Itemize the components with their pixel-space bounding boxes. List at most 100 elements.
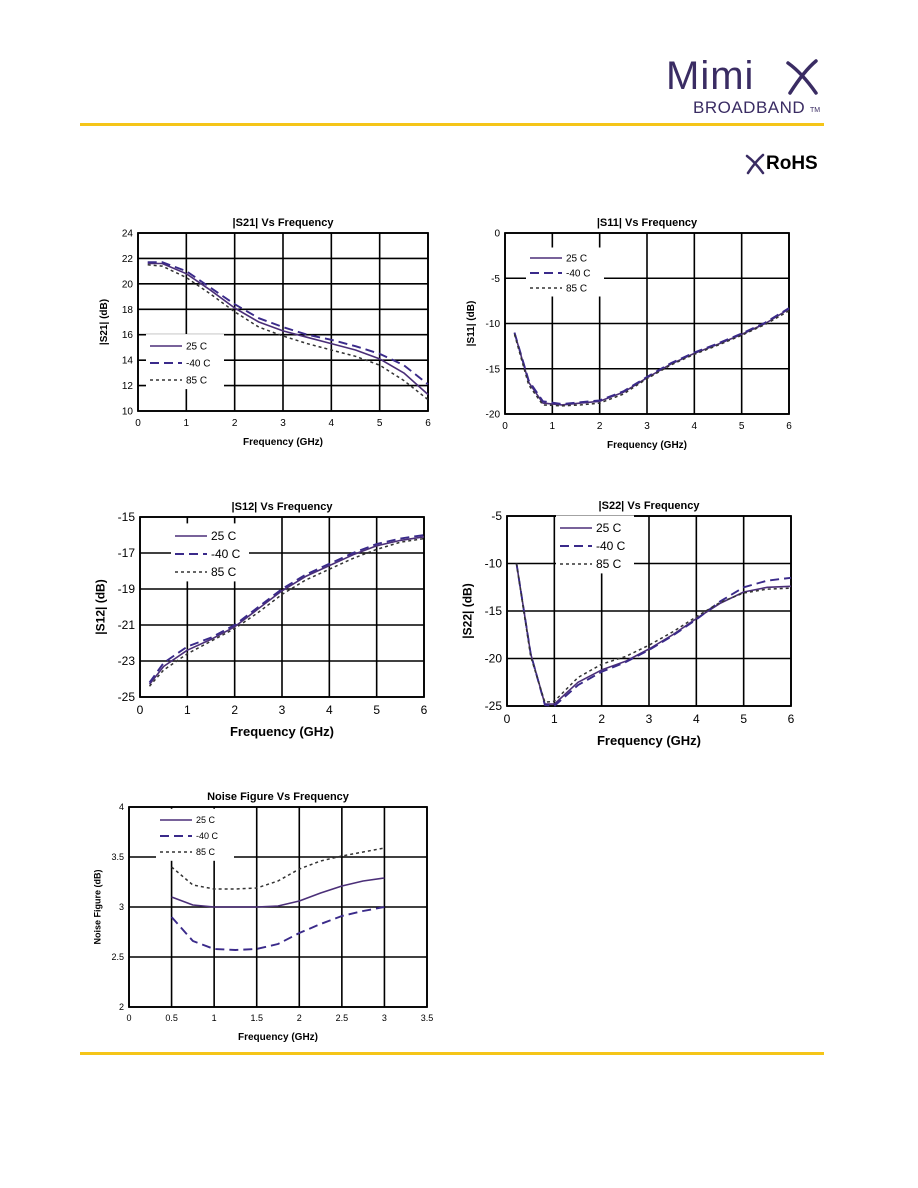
x-tick-label: 5 xyxy=(739,421,745,432)
x-tick-label: 1.5 xyxy=(250,1013,263,1023)
legend-label: -40 C xyxy=(186,359,210,370)
legend-label: 25 C xyxy=(211,529,237,543)
y-tick-label: 18 xyxy=(122,305,134,316)
x-tick-label: 0 xyxy=(502,421,508,432)
header-rule xyxy=(80,123,824,126)
series-line xyxy=(147,261,429,386)
x-tick-label: 2 xyxy=(297,1013,302,1023)
y-tick-label: 3.5 xyxy=(111,852,124,862)
x-tick-label: 1 xyxy=(550,421,556,432)
series-line xyxy=(513,307,790,405)
legend-label: 85 C xyxy=(596,557,622,571)
y-axis-label: |S22| (dB) xyxy=(460,583,474,638)
x-tick-label: 2.5 xyxy=(336,1013,349,1023)
series-line xyxy=(515,563,792,703)
y-tick-label: 3 xyxy=(119,902,124,912)
nf-chart: 0 0.5 1 1.5 2 2.5 3 3.5 2 2.5 3 3.5 4 Noise Figure Vs… xyxy=(92,791,433,1043)
x-tick-label: 1 xyxy=(184,703,191,717)
x-tick-label: 1 xyxy=(212,1013,217,1023)
chart-title: |S22| Vs Frequency xyxy=(599,500,701,512)
series-line xyxy=(515,563,792,707)
rohs-x-icon xyxy=(745,153,765,175)
y-tick-label: 0 xyxy=(494,229,500,240)
y-tick-label: -10 xyxy=(485,557,503,571)
x-tick-label: 0.5 xyxy=(165,1013,178,1023)
series-line xyxy=(147,262,429,396)
x-tick-label: 1 xyxy=(551,712,558,726)
logo-x-icon xyxy=(786,59,818,95)
legend-box xyxy=(526,247,604,297)
x-tick-label: 2 xyxy=(598,712,605,726)
legend-label: 25 C xyxy=(196,815,216,825)
x-tick-label: 3 xyxy=(382,1013,387,1023)
x-tick-label: 0 xyxy=(135,418,141,429)
logo-wordmark: Mimi xyxy=(666,54,755,98)
rohs-mark: RoHS xyxy=(744,152,828,178)
y-tick-label: -10 xyxy=(486,319,501,330)
y-tick-label: 20 xyxy=(122,279,134,290)
y-tick-label: -15 xyxy=(486,364,501,375)
plot-frame xyxy=(128,806,428,1008)
logo-trademark: TM xyxy=(810,107,821,114)
y-tick-label: 2 xyxy=(119,1002,124,1012)
x-tick-label: 1 xyxy=(184,418,190,429)
x-tick-label: 0 xyxy=(504,712,511,726)
y-tick-label: 10 xyxy=(122,407,134,418)
legend-label: -40 C xyxy=(196,831,219,841)
plot-frame xyxy=(504,232,790,415)
x-tick-label: 3 xyxy=(279,703,286,717)
y-tick-label: -25 xyxy=(485,699,503,713)
legend-label: 25 C xyxy=(566,254,587,265)
x-tick-label: 4 xyxy=(329,418,335,429)
x-tick-label: 6 xyxy=(425,418,431,429)
plot-frame xyxy=(139,516,425,698)
y-tick-label: -15 xyxy=(485,604,503,618)
y-tick-label: -19 xyxy=(118,582,136,596)
x-tick-label: 0 xyxy=(126,1013,131,1023)
x-tick-label: 4 xyxy=(693,712,700,726)
chart-title: Noise Figure Vs Frequency xyxy=(207,791,350,803)
x-tick-label: 2 xyxy=(232,418,238,429)
y-tick-label: -5 xyxy=(491,509,502,523)
y-tick-label: -23 xyxy=(118,654,136,668)
y-tick-label: -17 xyxy=(118,546,136,560)
chart-title: |S12| Vs Frequency xyxy=(232,501,334,513)
rohs-label: RoHS xyxy=(766,153,818,174)
y-tick-label: 4 xyxy=(119,802,124,812)
y-axis-label: |S11| (dB) xyxy=(466,301,477,347)
legend-label: 85 C xyxy=(211,565,237,579)
legend-label: -40 C xyxy=(211,547,241,561)
y-axis-label: |S12| (dB) xyxy=(93,579,107,634)
x-axis-label: Frequency (GHz) xyxy=(230,724,334,739)
legend-label: -40 C xyxy=(566,269,590,280)
chart-title: |S11| Vs Frequency xyxy=(597,217,698,229)
series-line xyxy=(148,534,425,684)
y-tick-label: 14 xyxy=(122,356,134,367)
series-line xyxy=(171,877,385,908)
series-line xyxy=(148,536,425,685)
y-axis-label: Noise Figure (dB) xyxy=(92,869,102,944)
series-line xyxy=(513,310,790,407)
x-tick-label: 2 xyxy=(597,421,603,432)
x-tick-label: 0 xyxy=(137,703,144,717)
y-tick-label: 24 xyxy=(122,229,134,240)
y-tick-label: -20 xyxy=(486,410,501,421)
x-axis-label: Frequency (GHz) xyxy=(597,733,701,748)
s22-chart: 0 1 2 3 4 5 6 -25 -20 -15 -10 -5 |S22| Vs Frequency F… xyxy=(460,500,794,748)
x-axis-label: Frequency (GHz) xyxy=(238,1032,318,1043)
series-line xyxy=(171,847,385,890)
y-tick-label: 2.5 xyxy=(111,952,124,962)
mimix-logo: Mimi BROADBAND TM xyxy=(666,56,826,120)
legend-label: -40 C xyxy=(596,539,626,553)
x-tick-label: 3 xyxy=(646,712,653,726)
x-tick-label: 2 xyxy=(231,703,238,717)
legend-label: 25 C xyxy=(596,521,622,535)
series-line xyxy=(170,906,385,951)
y-tick-label: -15 xyxy=(118,510,136,524)
y-tick-label: 16 xyxy=(122,330,134,341)
legend-label: 85 C xyxy=(566,284,587,295)
s12-chart: 0 1 2 3 4 5 6 -25 -23 -21 -19 -17 -15 |S12| Vs Freque… xyxy=(93,501,427,739)
y-tick-label: -5 xyxy=(491,274,500,285)
